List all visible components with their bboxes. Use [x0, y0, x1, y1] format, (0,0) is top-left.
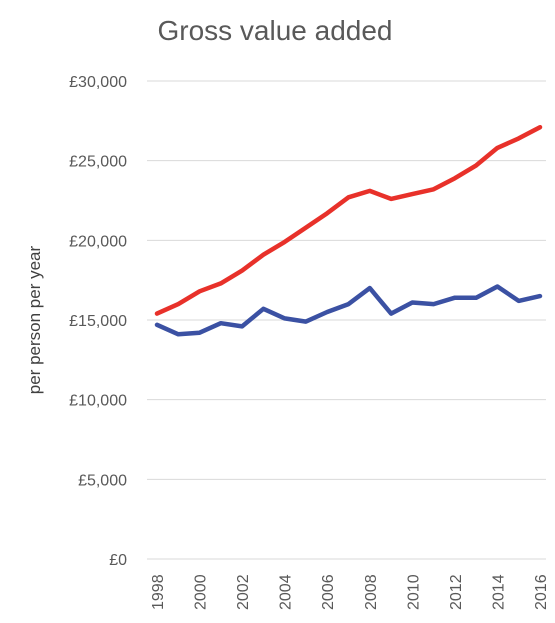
- x-tick-label: 1998: [150, 574, 167, 610]
- y-tick-label: £30,000: [69, 74, 127, 91]
- x-tick-label: 2000: [193, 574, 210, 610]
- x-tick-label: 2006: [320, 574, 337, 610]
- y-tick-label: £0: [109, 552, 127, 569]
- x-tick-label: 2008: [363, 574, 380, 610]
- series-lines: [154, 124, 543, 337]
- x-tick-label: 2016: [533, 574, 550, 610]
- chart-title: Gross value added: [157, 15, 392, 46]
- series-line-2: [154, 284, 543, 337]
- y-tick-label: £5,000: [78, 472, 127, 489]
- y-tick-label: £15,000: [69, 313, 127, 330]
- y-tick-label: £20,000: [69, 233, 127, 250]
- series-line-1: [154, 124, 543, 316]
- x-tick-label: 2002: [235, 574, 252, 610]
- y-tick-label: £25,000: [69, 154, 127, 171]
- y-tick-label: £10,000: [69, 393, 127, 410]
- x-tick-label: 2014: [490, 574, 507, 610]
- x-tick-label: 2012: [448, 574, 465, 610]
- x-tick-label: 2010: [405, 574, 422, 610]
- y-axis-label: per person per year: [25, 245, 44, 394]
- x-tick-labels: 1998 2000 2002 2004 2006 2008 2010 2012 2014 2016: [150, 574, 550, 610]
- y-tick-labels: £0 £5,000 £10,000 £15,000 £20,000 £25,000 £30,…: [69, 74, 127, 569]
- gridlines: [147, 80, 546, 560]
- x-tick-label: 2004: [278, 574, 295, 610]
